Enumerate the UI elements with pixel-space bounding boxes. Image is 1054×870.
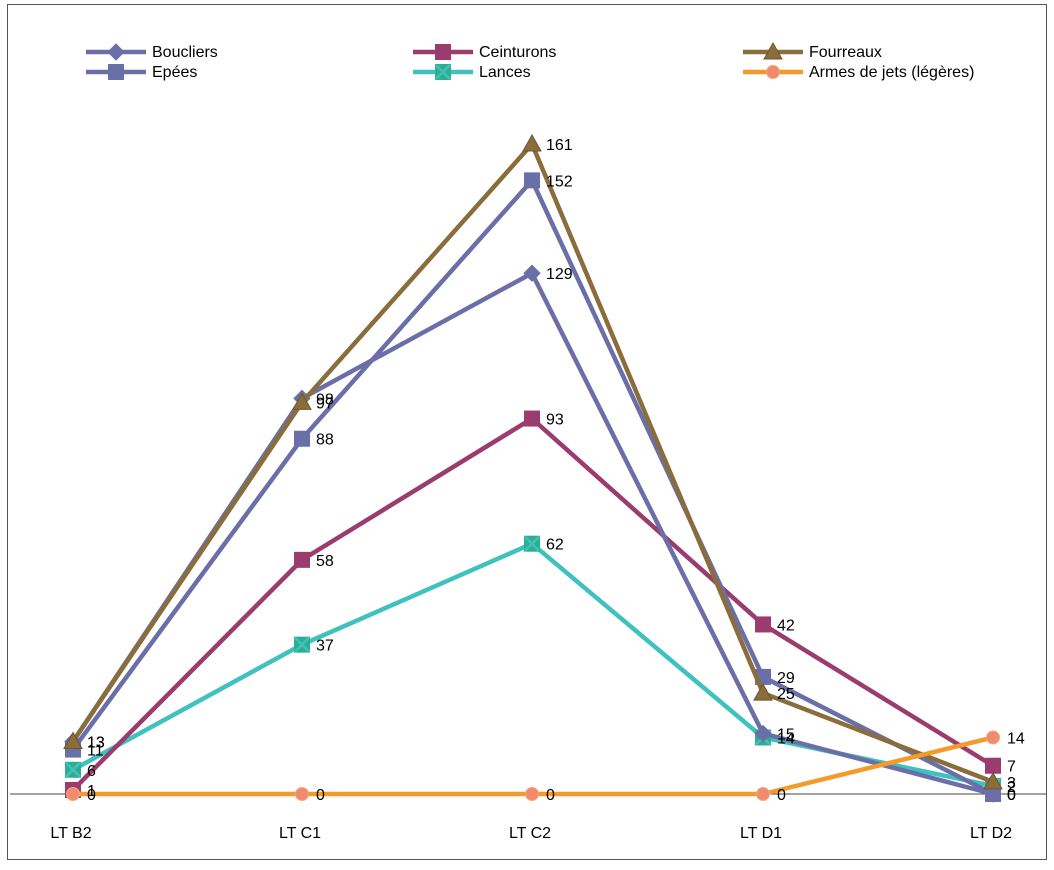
- series-line-ceinturons: [71, 416, 995, 792]
- data-label-armes-de-jets-legeres-4: 14: [1007, 730, 1025, 747]
- legend-item-ceinturons: Ceinturons: [413, 44, 556, 61]
- point-epees-4: [985, 786, 1001, 802]
- data-label-epees-3: 29: [777, 670, 795, 687]
- x-tick-label-4: LT D2: [970, 825, 1012, 842]
- data-label-ceinturons-3: 42: [777, 617, 795, 634]
- series-line-armes-de-jets-legeres: [73, 735, 994, 797]
- data-label-boucliers-4: 0: [1007, 787, 1016, 804]
- data-label-lances-3: 14: [777, 730, 795, 747]
- series-line-lances: [71, 541, 994, 789]
- data-label-fourreaux-1: 97: [316, 395, 334, 412]
- series-armes-de-jets-legeres: [66, 730, 1000, 801]
- legend-label-boucliers: Boucliers: [152, 44, 218, 61]
- data-label-armes-de-jets-legeres-0: 0: [87, 787, 96, 804]
- data-label-ceinturons-0: 1: [87, 783, 96, 800]
- point-armes-de-jets-legeres-4: [986, 730, 1000, 745]
- x-tick-labels: LT B2 LT C1 LT C2 LT D1 LT D2: [50, 825, 1012, 842]
- x-tick-label-1: LT C1: [279, 825, 321, 842]
- legend-marker-lances: [435, 64, 451, 80]
- legend-marker-boucliers: [107, 43, 125, 61]
- data-label-fourreaux-4: 3: [1007, 775, 1016, 792]
- series-ceinturons: [65, 410, 1001, 798]
- data-label-lances-0: 6: [87, 763, 96, 780]
- legend-label-lances: Lances: [479, 64, 531, 81]
- legend-item-boucliers: Boucliers: [86, 43, 218, 61]
- data-label-boucliers-2: 129: [546, 266, 573, 283]
- point-armes-de-jets-legeres-1: [295, 787, 309, 801]
- data-label-lances-4: 2: [1007, 779, 1016, 796]
- data-label-epees-4: 0: [1007, 787, 1016, 804]
- legend-item-lances: Lances: [413, 64, 531, 81]
- chart-frame: Boucliers Epées Ceinturons Lances Fourreaux A…: [7, 4, 1047, 860]
- data-label-ceinturons-1: 58: [316, 553, 334, 570]
- data-label-ceinturons-2: 93: [546, 412, 564, 429]
- data-label-epees-1: 88: [316, 432, 334, 449]
- point-lances-0: [65, 761, 81, 778]
- point-fourreaux-2: [522, 134, 542, 152]
- legend-marker-ceinturons: [435, 44, 451, 60]
- legend-item-fourreaux: Fourreaux: [743, 41, 882, 61]
- point-ceinturons-4: [985, 757, 1001, 774]
- series-lances: [65, 535, 1001, 794]
- data-label-boucliers-0: 13: [87, 735, 105, 752]
- series-line-fourreaux: [71, 141, 994, 784]
- legend-marker-armes-de-jets-legeres: [766, 65, 780, 79]
- data-label-lances-1: 37: [316, 638, 334, 655]
- point-lances-1: [294, 636, 310, 653]
- data-label-boucliers-1: 98: [316, 391, 334, 408]
- point-lances-2: [524, 535, 540, 552]
- legend-label-epees: Epées: [152, 64, 197, 81]
- point-ceinturons-1: [294, 551, 310, 568]
- point-fourreaux-0: [63, 731, 83, 750]
- data-label-boucliers-3: 15: [777, 726, 795, 743]
- point-armes-de-jets-legeres-0: [66, 787, 80, 801]
- point-epees-2: [524, 172, 540, 189]
- legend-marker-epees: [108, 64, 124, 80]
- data-label-fourreaux-3: 25: [777, 686, 795, 703]
- point-ceinturons-3: [755, 616, 771, 633]
- series-boucliers: [64, 264, 1002, 803]
- legend-label-ceinturons: Ceinturons: [479, 44, 556, 61]
- point-boucliers-2: [523, 264, 541, 282]
- data-label-lances-2: 62: [546, 537, 564, 554]
- point-fourreaux-1: [292, 392, 312, 410]
- legend-item-epees: Epées: [86, 64, 197, 81]
- point-armes-de-jets-legeres-3: [756, 787, 770, 801]
- point-ceinturons-2: [524, 410, 540, 427]
- data-label-armes-de-jets-legeres-1: 0: [316, 787, 325, 804]
- point-boucliers-3: [754, 724, 772, 743]
- series-fourreaux: [63, 134, 1003, 790]
- legend: Boucliers Epées Ceinturons Lances Fourreaux A…: [86, 41, 974, 81]
- point-fourreaux-3: [753, 683, 773, 701]
- point-fourreaux-4: [983, 771, 1003, 790]
- data-label-fourreaux-0: 13: [87, 735, 105, 752]
- point-armes-de-jets-legeres-2: [525, 787, 539, 801]
- x-tick-label-0: LT B2: [50, 825, 91, 842]
- legend-label-fourreaux: Fourreaux: [809, 44, 882, 61]
- data-label-armes-de-jets-legeres-3: 0: [777, 787, 786, 804]
- x-tick-label-2: LT C2: [509, 825, 551, 842]
- data-label-fourreaux-2: 161: [546, 137, 573, 154]
- data-label-epees-0: 11: [87, 743, 104, 760]
- x-tick-label-3: LT D1: [740, 825, 782, 842]
- point-epees-1: [294, 430, 310, 447]
- legend-marker-fourreaux: [763, 41, 783, 60]
- legend-item-armes-de-jets-legeres: Armes de jets (légères): [743, 64, 974, 81]
- data-labels: 6376214215893427139812915011881522901397…: [87, 137, 1025, 804]
- legend-label-armes-de-jets-legeres: Armes de jets (légères): [809, 64, 974, 81]
- data-label-armes-de-jets-legeres-2: 0: [546, 787, 555, 804]
- series-layer: [63, 134, 1003, 803]
- data-label-epees-2: 152: [546, 173, 573, 190]
- line-chart: Boucliers Epées Ceinturons Lances Fourreaux A…: [10, 41, 1046, 842]
- data-label-ceinturons-4: 7: [1007, 759, 1016, 776]
